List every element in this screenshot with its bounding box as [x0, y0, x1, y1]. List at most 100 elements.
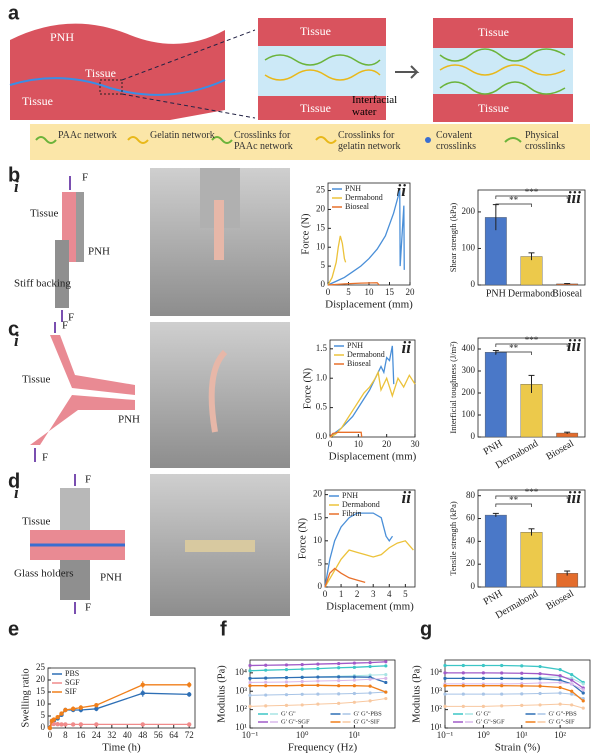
interfacial-water: Interfacial water [352, 94, 398, 118]
pnh-label: PNH [50, 30, 74, 44]
marker [284, 676, 289, 680]
marker [538, 664, 542, 669]
marker [248, 663, 252, 668]
x-tick-label: 2 [355, 589, 360, 599]
marker [264, 680, 268, 684]
marker [538, 684, 542, 688]
y-tick-label: 25 [36, 662, 46, 672]
x-tick-label: 30 [411, 439, 421, 449]
series-line [327, 190, 405, 286]
y-tick-label: 5 [318, 558, 323, 568]
marker [352, 661, 356, 665]
marker [384, 680, 388, 685]
marker [481, 676, 485, 680]
legend-label: PNH [342, 491, 358, 500]
marker [337, 661, 341, 666]
marker [443, 692, 447, 696]
marker [461, 663, 465, 668]
pnh-layer [9, 77, 226, 96]
legend-label: Dermabond [347, 350, 385, 359]
marker [284, 680, 289, 684]
x-tick-label: 10⁻¹ [437, 730, 454, 740]
legend-text: Physical crosslinks [525, 130, 565, 152]
marker [284, 663, 289, 667]
marker [264, 668, 268, 672]
tissue-top [258, 18, 386, 46]
legend-text: Gelatin network [150, 130, 215, 141]
marker [461, 671, 465, 675]
marker [461, 684, 465, 688]
tissue-label: Tissue [300, 24, 331, 38]
x-tick-label: 48 [138, 730, 148, 740]
marker [78, 722, 84, 727]
panel-label: f [220, 618, 227, 640]
x-tick-label: 10⁻¹ [242, 730, 259, 740]
series-line [49, 692, 190, 729]
y-axis-label: Tensile strength (kPa) [448, 501, 458, 576]
holder [60, 560, 90, 600]
series-line [445, 703, 584, 709]
marker [368, 684, 372, 688]
x-tick-label: Bioseal [552, 288, 582, 299]
marker [352, 684, 356, 688]
x-tick-label: 10 [354, 439, 364, 449]
x-tick-label: PNH [486, 288, 506, 299]
marker [352, 665, 356, 669]
marker [520, 682, 524, 686]
marker [481, 671, 485, 675]
legend-label: G' G''-SGF [281, 718, 310, 725]
photo [150, 322, 290, 468]
marker [264, 693, 268, 697]
setup-label: F [42, 452, 48, 464]
y-tick-label: 10³ [430, 685, 442, 695]
y-tick-label: 1.5 [316, 343, 328, 353]
legend-label: PBS [65, 669, 79, 678]
marker [481, 684, 485, 688]
x-tick-label: 56 [154, 730, 164, 740]
marker [570, 689, 574, 693]
marker [47, 725, 53, 731]
y-tick-label: 100 [462, 409, 476, 419]
marker [264, 704, 268, 708]
marker [384, 664, 388, 668]
marker [558, 691, 562, 695]
marker [570, 682, 574, 686]
y-tick-label: 10³ [235, 685, 247, 695]
marker [70, 722, 76, 727]
series-line [327, 235, 347, 286]
marker [570, 703, 574, 707]
panel-label: g [420, 618, 432, 640]
significance: *** [525, 335, 539, 345]
marker [538, 681, 542, 685]
marker [186, 682, 192, 687]
x-tick-label: 3 [371, 589, 376, 599]
marker [51, 717, 57, 722]
marker [316, 675, 320, 679]
photo-sample [185, 540, 255, 552]
x-tick-label: 8 [63, 730, 68, 740]
marker [558, 680, 562, 685]
marker [368, 677, 372, 681]
marker [538, 703, 542, 707]
y-tick-label: 0 [471, 431, 476, 441]
zoom-line [121, 93, 256, 119]
marker [558, 678, 562, 682]
icon [35, 136, 57, 144]
legend-label: G' G''-SIF [354, 718, 380, 725]
marker [284, 703, 289, 707]
x-tick-label: 0 [326, 287, 331, 297]
numeral: i [14, 177, 19, 196]
y-axis-label: Force (N) [300, 213, 311, 255]
marker [63, 707, 68, 713]
marker [481, 704, 485, 708]
marker [500, 676, 504, 680]
marker [248, 676, 252, 680]
marker [352, 700, 356, 704]
y-tick-label: 10 [36, 698, 46, 708]
x-tick-label: 5 [403, 589, 408, 599]
marker [300, 675, 304, 679]
marker [140, 682, 145, 687]
y-tick-label: 200 [462, 206, 476, 216]
marker [300, 692, 304, 696]
marker [300, 683, 304, 687]
